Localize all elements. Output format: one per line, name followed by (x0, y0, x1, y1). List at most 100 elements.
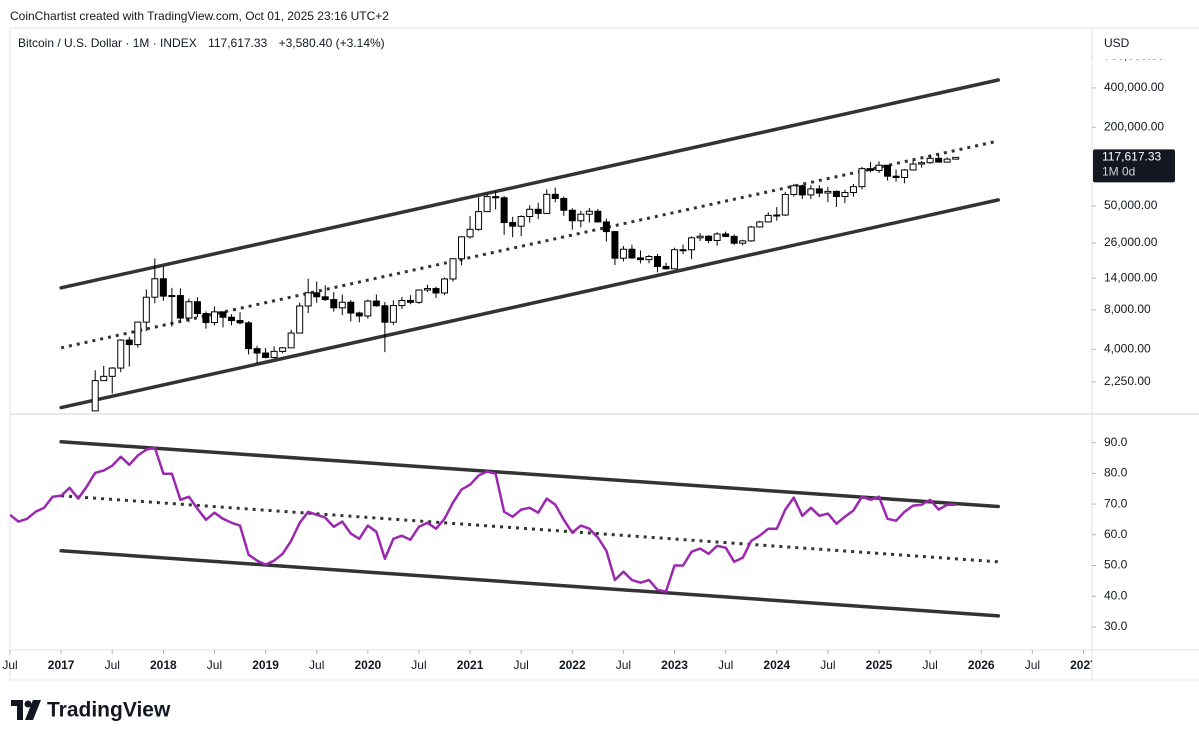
candle-body (245, 322, 253, 350)
candle-body (551, 193, 559, 199)
candle-body (858, 168, 866, 188)
y-tick-label: 60.0 (1104, 527, 1128, 541)
candle-body (866, 168, 874, 171)
x-tick-label: Jul (207, 658, 222, 672)
candle-body (526, 208, 534, 217)
candle-body (705, 235, 713, 241)
logo-part (24, 700, 32, 708)
candle-body (355, 312, 363, 317)
y-tick-label: 200,000.00 (1104, 119, 1164, 133)
candle-body (398, 299, 406, 307)
candle-body (449, 258, 457, 280)
candle-body (338, 301, 346, 309)
candle-body (91, 380, 99, 412)
candle-body (389, 305, 397, 323)
x-tick-label: 2018 (150, 658, 177, 672)
candle-body (423, 288, 431, 291)
candle-body (849, 186, 857, 194)
candle-body (330, 299, 338, 309)
candle-body (722, 233, 730, 237)
candle-body (228, 316, 236, 322)
candle-body (492, 196, 500, 199)
currency: USD (1104, 36, 1130, 50)
candle-body (125, 339, 133, 346)
candle-body (475, 211, 483, 230)
candle-body (824, 190, 832, 194)
y-tick-label: 400,000.00 (1104, 80, 1164, 94)
candle-body (611, 231, 619, 259)
y-tick-label: 50,000.00 (1104, 198, 1158, 212)
candle-body (270, 350, 278, 358)
time-axis: Jul 2017 Jul 2018 Jul 2019 Jul 2020 Jul 2021 Jul 20… (2, 650, 1097, 672)
candle-body (304, 292, 312, 307)
candle-body (517, 215, 525, 227)
x-tick-label: Jul (922, 658, 937, 672)
candle-body (781, 193, 789, 216)
x-tick-label: 2020 (354, 658, 381, 672)
candle-body (688, 237, 696, 251)
candle-body (790, 185, 798, 195)
candle-body (619, 248, 627, 259)
candle-body (108, 367, 116, 377)
price-tag-label: 117,617.33 (1102, 150, 1161, 164)
y-tick-label: 8,000.00 (1104, 302, 1151, 316)
candle-body (185, 301, 193, 319)
candle-body (815, 188, 823, 194)
candle-body (219, 311, 227, 318)
y-tick-label: 30.0 (1104, 619, 1128, 633)
x-tick-label: 2026 (968, 658, 995, 672)
y-tick-label: 26,000.00 (1104, 235, 1158, 249)
candle-body (653, 256, 661, 267)
candle-body (151, 278, 159, 298)
candle-body (117, 339, 125, 369)
trendline (59, 198, 1001, 410)
candle-body (100, 375, 108, 382)
candle-body (807, 188, 815, 196)
y-tick-label: 40.0 (1104, 588, 1128, 602)
candle-body (406, 299, 414, 303)
x-tick-label: 2027 (1070, 658, 1097, 672)
y-tick-label: 90.0 (1104, 435, 1128, 449)
countdown: 1M 0d (1102, 165, 1135, 179)
candle-body (500, 197, 508, 224)
candle-body (560, 197, 568, 211)
brand-logo (11, 700, 41, 720)
axis-header-bg (1093, 29, 1199, 59)
y-tick-label: 14,000.00 (1104, 270, 1158, 284)
candle-body (202, 313, 210, 324)
candle-body (296, 305, 304, 334)
candle-body (585, 210, 593, 215)
candle-body (671, 249, 679, 270)
candle-body (577, 213, 585, 222)
candle-body (935, 157, 943, 163)
rsi-pane (10, 439, 1001, 618)
candle-body (458, 236, 466, 260)
candle-body (287, 332, 295, 349)
candle-body (645, 256, 653, 261)
candle-body (168, 295, 176, 298)
candle-body (381, 305, 389, 323)
candle-body (696, 235, 704, 239)
trendline (59, 78, 1001, 290)
candle-body (262, 352, 270, 358)
x-tick-label: 2021 (457, 658, 484, 672)
candle-body (321, 296, 329, 301)
candle-body (832, 190, 840, 198)
candle-body (662, 265, 670, 270)
candle-body (875, 164, 883, 171)
candle-body (134, 321, 142, 346)
legend-last: 117,617.33 (208, 36, 267, 50)
candle-body (892, 175, 900, 178)
legend-title: Bitcoin / U.S. Dollar · 1M · INDEX (18, 36, 197, 50)
candle-body (747, 226, 755, 242)
candle-body (798, 185, 806, 196)
y-tick-label: 80.0 (1104, 466, 1128, 480)
candle-body (509, 222, 517, 227)
candle-body (764, 214, 772, 223)
candle-body (253, 348, 261, 354)
logo-part (11, 700, 23, 720)
x-tick-label: 2022 (559, 658, 586, 672)
candle-body (926, 157, 934, 164)
candle-body (364, 300, 372, 317)
